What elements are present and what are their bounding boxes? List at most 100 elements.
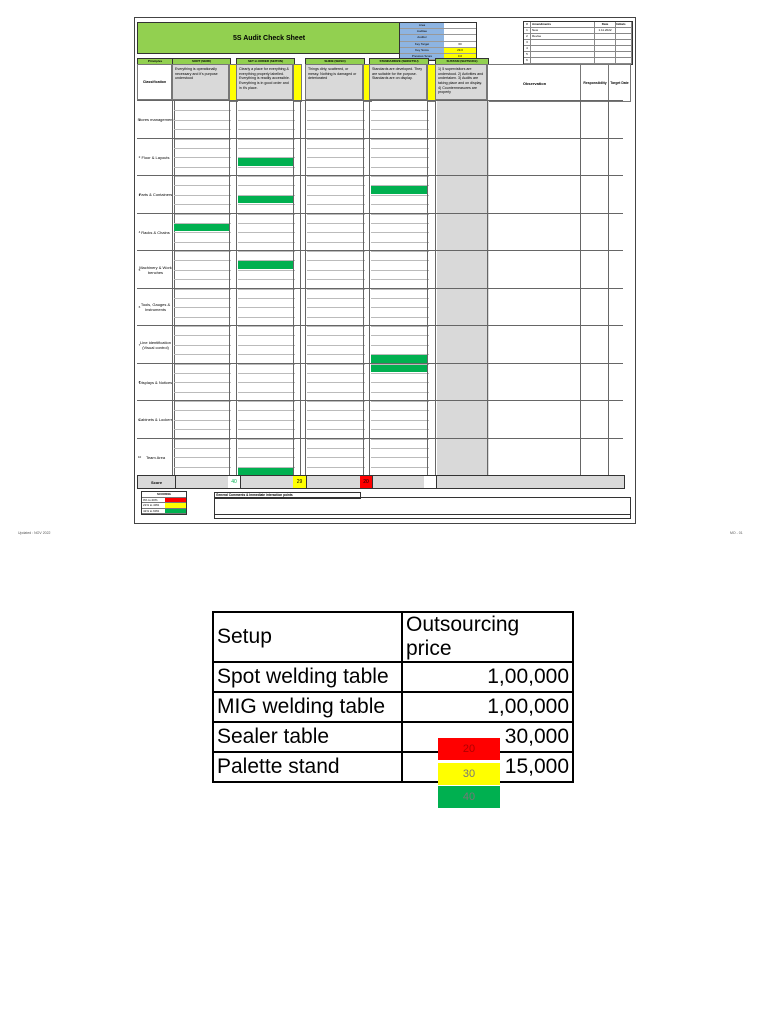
amendments-cell[interactable]	[595, 46, 616, 51]
check-item	[238, 374, 293, 381]
section-number: 9	[138, 417, 141, 422]
price-table-heading: Outsourcing price	[401, 611, 574, 663]
check-item	[238, 243, 293, 250]
sustain-cell[interactable]	[437, 363, 489, 401]
row-divider	[371, 372, 429, 374]
check-item	[238, 327, 293, 334]
amendments-cell[interactable]	[531, 46, 595, 51]
check-item	[174, 261, 229, 268]
check-item	[174, 336, 229, 343]
row-divider	[238, 279, 295, 281]
amendments-cell[interactable]	[616, 58, 632, 63]
comments-line[interactable]	[214, 513, 631, 519]
amendments-cell[interactable]	[531, 58, 595, 63]
sustain-cell[interactable]	[437, 401, 489, 439]
check-item	[307, 355, 363, 362]
target-date-header: Target Date	[608, 64, 631, 102]
check-item	[238, 318, 293, 325]
row-divider	[307, 391, 365, 393]
amendments-cell[interactable]: 1.11.2022	[595, 28, 616, 33]
legend-swatch	[165, 497, 186, 502]
amendments-cell[interactable]	[595, 52, 616, 57]
amendments-cell[interactable]	[616, 40, 632, 45]
amendments-cell[interactable]	[616, 46, 632, 51]
amendments-cell[interactable]	[595, 58, 616, 63]
amendments-cell[interactable]	[595, 34, 616, 39]
check-item	[371, 177, 427, 184]
check-item	[307, 449, 363, 456]
comments-box[interactable]	[214, 497, 631, 515]
sustain-cell[interactable]	[437, 438, 489, 476]
set-in-order-weight-cell	[293, 64, 302, 102]
row-divider	[371, 157, 429, 159]
column-line	[236, 100, 237, 475]
info-value[interactable]	[444, 23, 476, 29]
row-divider	[238, 176, 295, 177]
sustain-cell[interactable]	[437, 288, 489, 326]
sustain-cell[interactable]	[437, 138, 489, 176]
info-value[interactable]	[444, 35, 476, 41]
amendments-cell[interactable]: Revise	[531, 34, 595, 39]
info-value[interactable]	[444, 29, 476, 35]
row-divider	[307, 297, 365, 299]
check-item	[371, 130, 427, 137]
sustain-cell[interactable]	[437, 176, 489, 214]
row-divider	[371, 363, 429, 365]
row-divider	[238, 260, 295, 262]
sustain-description: 1) 5 supervisitors are understood. 2) Ac…	[435, 64, 487, 100]
sustain-cell[interactable]	[437, 213, 489, 251]
info-value[interactable]: 60	[444, 41, 476, 47]
amendments-cell[interactable]: New	[531, 28, 595, 33]
audit-section: Tools, Gauges & Instruments 6	[137, 287, 623, 327]
check-item	[307, 121, 363, 128]
check-item	[307, 421, 363, 428]
amendments-cell[interactable]: 2	[524, 34, 531, 39]
check-item	[307, 233, 363, 240]
check-item	[307, 440, 363, 447]
amendments-cell[interactable]: 3	[524, 40, 531, 45]
amendments-cell[interactable]	[616, 34, 632, 39]
check-item	[238, 261, 293, 269]
row-divider	[174, 401, 231, 402]
check-item	[238, 233, 293, 240]
check-item	[307, 224, 363, 231]
row-divider	[307, 429, 365, 431]
row-divider	[371, 279, 429, 281]
sustain-cell[interactable]	[437, 326, 489, 364]
amendments-cell[interactable]: 5	[524, 52, 531, 57]
check-item	[174, 402, 229, 409]
check-item	[371, 140, 427, 147]
amendments-cell[interactable]: 4	[524, 46, 531, 51]
info-value[interactable]: 29.0	[444, 47, 476, 53]
row-divider	[307, 401, 365, 402]
amendments-cell[interactable]	[616, 52, 632, 57]
row-divider	[371, 260, 429, 262]
row-divider	[307, 363, 365, 365]
audit-info-table: Area Auditee Auditor Key Target 60 Key Score 2…	[399, 22, 477, 62]
row-divider	[307, 372, 365, 374]
audit-check-sheet: 5S Audit Check Sheet Area Auditee Auditor K…	[134, 17, 636, 524]
price-table-heading: Setup	[212, 611, 403, 663]
legend-swatch	[165, 508, 186, 513]
amendments-cell[interactable]	[531, 40, 595, 45]
amendments-cell[interactable]: 6	[524, 58, 531, 63]
standardize-description: Standards are developed. They are suitab…	[369, 64, 427, 100]
info-value[interactable]: 0.0	[444, 53, 476, 60]
amendments-cell[interactable]: 1	[524, 28, 531, 33]
amendments-table: # Amendments Date Initials 1 New 1.11.2022 2 Rev…	[523, 21, 633, 65]
check-item	[371, 224, 427, 231]
row-divider	[238, 391, 295, 393]
sustain-cell[interactable]	[437, 251, 489, 289]
amendments-cell[interactable]	[616, 28, 632, 33]
check-item	[307, 158, 363, 165]
amendments-cell[interactable]	[531, 52, 595, 57]
amendments-cell[interactable]	[595, 40, 616, 45]
section-number: 2	[138, 155, 141, 160]
shine-score: 29	[293, 476, 307, 488]
sustain-cell[interactable]	[437, 101, 489, 139]
check-item	[174, 271, 229, 278]
check-item	[174, 355, 229, 362]
check-item	[238, 355, 293, 362]
setup-name: Sealer table	[212, 721, 403, 753]
check-item	[174, 318, 229, 325]
